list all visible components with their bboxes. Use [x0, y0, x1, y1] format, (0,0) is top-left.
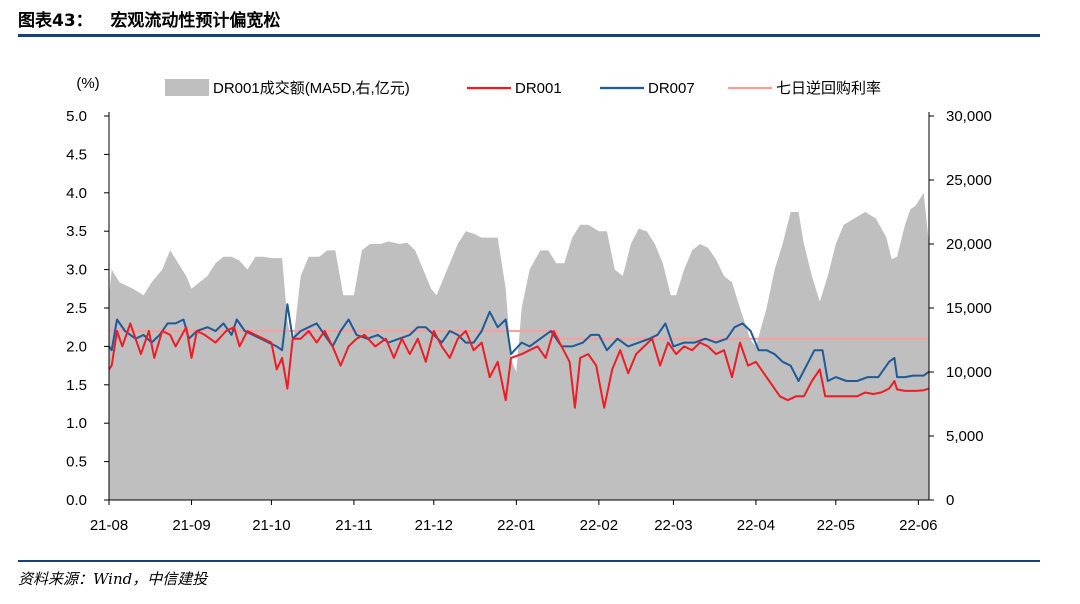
x-tick-label: 22-02	[580, 517, 618, 534]
x-tick-label: 21-12	[415, 517, 453, 534]
legend-label: DR001成交额(MA5D,右,亿元)	[213, 79, 410, 97]
y-left-axis-label: (%)	[76, 75, 99, 92]
y-right-tick-label: 0	[946, 492, 954, 509]
y-left-tick-label: 1.5	[66, 377, 87, 394]
y-right-tick-label: 20,000	[946, 236, 992, 253]
x-tick-label: 22-04	[737, 517, 775, 534]
source-note: 资料来源：Wind，中信建投	[18, 570, 208, 588]
x-tick-label: 22-03	[654, 517, 692, 534]
axes-layer: 0.0 0.5 1.0 1.5 2.0 2.5 3.0 3.5 4.0 4.5 5.0 0 5,000 1…	[66, 75, 992, 534]
y-left-tick-label: 3.5	[66, 223, 87, 240]
legend: DR001成交额(MA5D,右,亿元) DR001 DR007 七日逆回购利率	[165, 79, 881, 97]
y-left-tick-label: 1.0	[66, 415, 87, 432]
x-tick-label: 22-06	[899, 517, 937, 534]
series-line-dr007	[108, 303, 930, 382]
footer-rule	[18, 560, 1040, 562]
y-left-tick-label: 2.0	[66, 338, 87, 355]
chart: 0.0 0.5 1.0 1.5 2.0 2.5 3.0 3.5 4.0 4.5 5.0 0 5,000 1…	[66, 75, 992, 534]
x-tick-label: 22-01	[497, 517, 535, 534]
rate-lines-layer	[108, 303, 930, 409]
y-right-tick-label: 5,000	[946, 428, 984, 445]
legend-label: DR007	[648, 80, 695, 97]
y-left-tick-label: 4.5	[66, 146, 87, 163]
title-rule	[18, 34, 1040, 37]
series-line-dr001	[108, 322, 930, 409]
y-left-tick-label: 2.5	[66, 300, 87, 317]
x-tick-label: 21-10	[252, 517, 290, 534]
y-left-tick-label: 0.5	[66, 454, 87, 471]
y-left-tick-label: 0.0	[66, 492, 87, 509]
x-tick-label: 22-05	[817, 517, 855, 534]
series-line-reverse-repo-rate	[109, 330, 929, 340]
title-bar: 图表43： 宏观流动性预计偏宽松	[18, 0, 1040, 34]
y-left-tick-label: 3.0	[66, 262, 87, 279]
y-left-tick-label: 4.0	[66, 185, 87, 202]
x-tick-label: 21-08	[90, 517, 128, 534]
legend-label: DR001	[515, 80, 562, 97]
y-right-tick-label: 30,000	[946, 108, 992, 125]
y-right-tick-label: 15,000	[946, 300, 992, 317]
legend-swatch-volume	[165, 79, 209, 96]
figure-label: 图表43：	[18, 11, 93, 31]
y-left-tick-label: 5.0	[66, 108, 87, 125]
x-tick-label: 21-09	[172, 517, 210, 534]
y-right-tick-label: 25,000	[946, 172, 992, 189]
y-right-tick-label: 10,000	[946, 364, 992, 381]
legend-label: 七日逆回购利率	[776, 80, 881, 97]
x-tick-label: 21-11	[335, 517, 372, 534]
chart-title: 宏观流动性预计偏宽松	[110, 11, 281, 31]
figure-title: 图表43： 宏观流动性预计偏宽松	[18, 6, 280, 31]
